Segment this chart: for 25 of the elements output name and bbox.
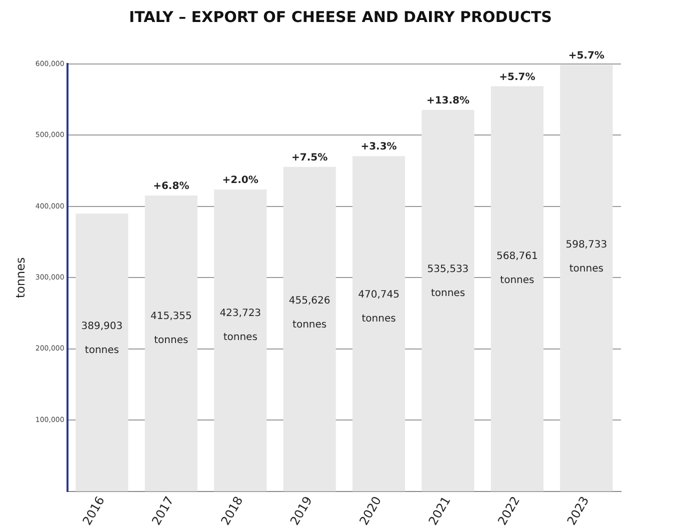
annotation: +3.3% bbox=[360, 142, 397, 153]
text: 470,745 tonnes bbox=[358, 290, 400, 325]
bar bbox=[422, 110, 474, 492]
bar bbox=[214, 190, 267, 492]
chart-title: ITALY – EXPORT OF CHEESE AND DAIRY PRODUCTS bbox=[128, 8, 553, 26]
annotation: +7.5% bbox=[292, 152, 328, 164]
annotation: +5.7% bbox=[568, 50, 604, 62]
bar bbox=[490, 86, 544, 492]
text: 568,761 tonnes bbox=[496, 251, 538, 286]
bar bbox=[76, 214, 128, 492]
text: 423,723 tonnes bbox=[220, 308, 262, 343]
text: 415,355 tonnes bbox=[150, 311, 192, 346]
bar bbox=[560, 64, 613, 492]
bar bbox=[283, 166, 336, 492]
bar bbox=[144, 196, 198, 492]
annotation: +13.8% bbox=[426, 96, 470, 107]
annotation: +6.8% bbox=[153, 181, 190, 192]
text: 455,626 tonnes bbox=[288, 295, 330, 330]
text: 535,533 tonnes bbox=[427, 264, 469, 300]
text: 389,903 tonnes bbox=[81, 321, 123, 356]
bar bbox=[352, 156, 406, 492]
text: 598,733 tonnes bbox=[566, 239, 608, 274]
y-axis-title: tonnes bbox=[13, 257, 28, 298]
annotation: +2.0% bbox=[222, 175, 258, 186]
annotation: +5.7% bbox=[499, 72, 536, 83]
